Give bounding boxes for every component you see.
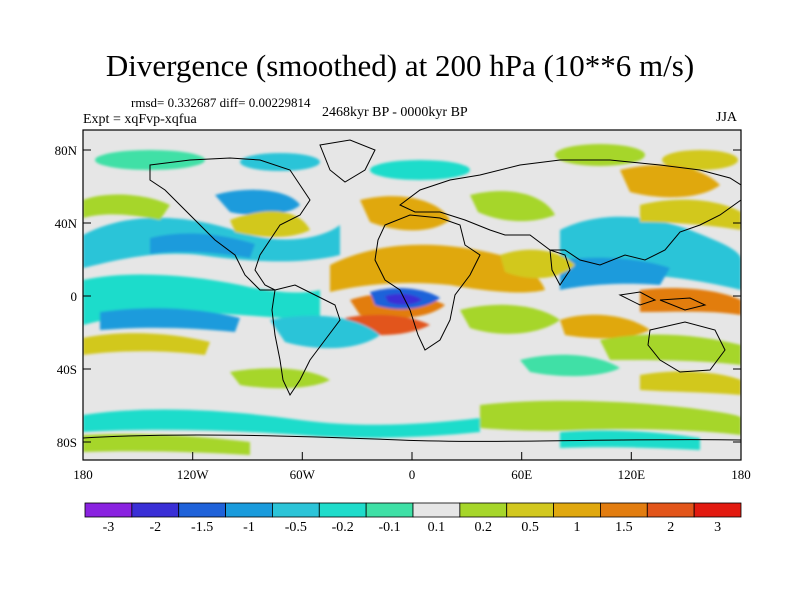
field-contours [83, 144, 741, 455]
colorbar-label: -1.5 [191, 520, 214, 535]
y-tick-label: 40S [57, 362, 77, 377]
x-tick-label: 120E [618, 467, 646, 482]
colorbar-swatch [553, 502, 601, 518]
colorbar-label: 2 [667, 520, 675, 535]
colorbar-label: -0.1 [378, 520, 401, 535]
coastlines [83, 139, 741, 442]
y-tick-label: 0 [71, 289, 78, 304]
colorbar-swatch [131, 502, 180, 518]
y-tick-label: 80S [57, 435, 77, 450]
x-tick-label: 120W [177, 467, 210, 482]
x-tick-label: 60W [290, 467, 316, 482]
colorbar-label: 0.2 [474, 520, 493, 535]
colorbar-label: -0.5 [284, 520, 307, 535]
colorbar-label: 1 [573, 520, 581, 535]
colorbar-swatch [506, 502, 554, 518]
x-tick-label: 180 [731, 467, 751, 482]
colorbar-label: 0.5 [521, 520, 539, 535]
colorbar-swatch [646, 502, 695, 518]
y-tick-label: 80N [55, 143, 78, 158]
colorbar [84, 502, 742, 518]
stats-label: rmsd= 0.332687 diff= 0.00229814 [131, 95, 311, 110]
colorbar-swatch [178, 502, 226, 518]
colorbar-swatch [318, 502, 367, 518]
colorbar-swatch [412, 502, 461, 518]
colorbar-label: 3 [714, 520, 722, 535]
period-label: 2468kyr BP - 0000kyr BP [322, 105, 468, 120]
experiment-label: Expt = xqFvp-xqfua [83, 112, 197, 127]
colorbar-swatch [693, 502, 742, 518]
colorbar-swatch [600, 502, 648, 518]
x-tick-label: 0 [409, 467, 416, 482]
season-label: JJA [716, 110, 738, 125]
colorbar-label: -2 [149, 520, 162, 535]
chart-title: Divergence (smoothed) at 200 hPa (10**6 … [105, 48, 695, 83]
colorbar-label: 0.1 [427, 520, 446, 535]
colorbar-swatch [84, 502, 133, 518]
colorbar-swatch [272, 502, 320, 518]
colorbar-label: -1 [243, 520, 255, 535]
colorbar-swatch [459, 502, 508, 518]
colorbar-swatch [365, 502, 414, 518]
x-tick-label: 180 [73, 467, 93, 482]
y-tick-label: 40N [55, 216, 78, 231]
colorbar-swatch [225, 502, 273, 518]
colorbar-label: -0.2 [331, 520, 354, 535]
colorbar-label: 1.5 [615, 520, 633, 535]
x-tick-label: 60E [511, 467, 532, 482]
colorbar-label: -3 [102, 520, 115, 535]
